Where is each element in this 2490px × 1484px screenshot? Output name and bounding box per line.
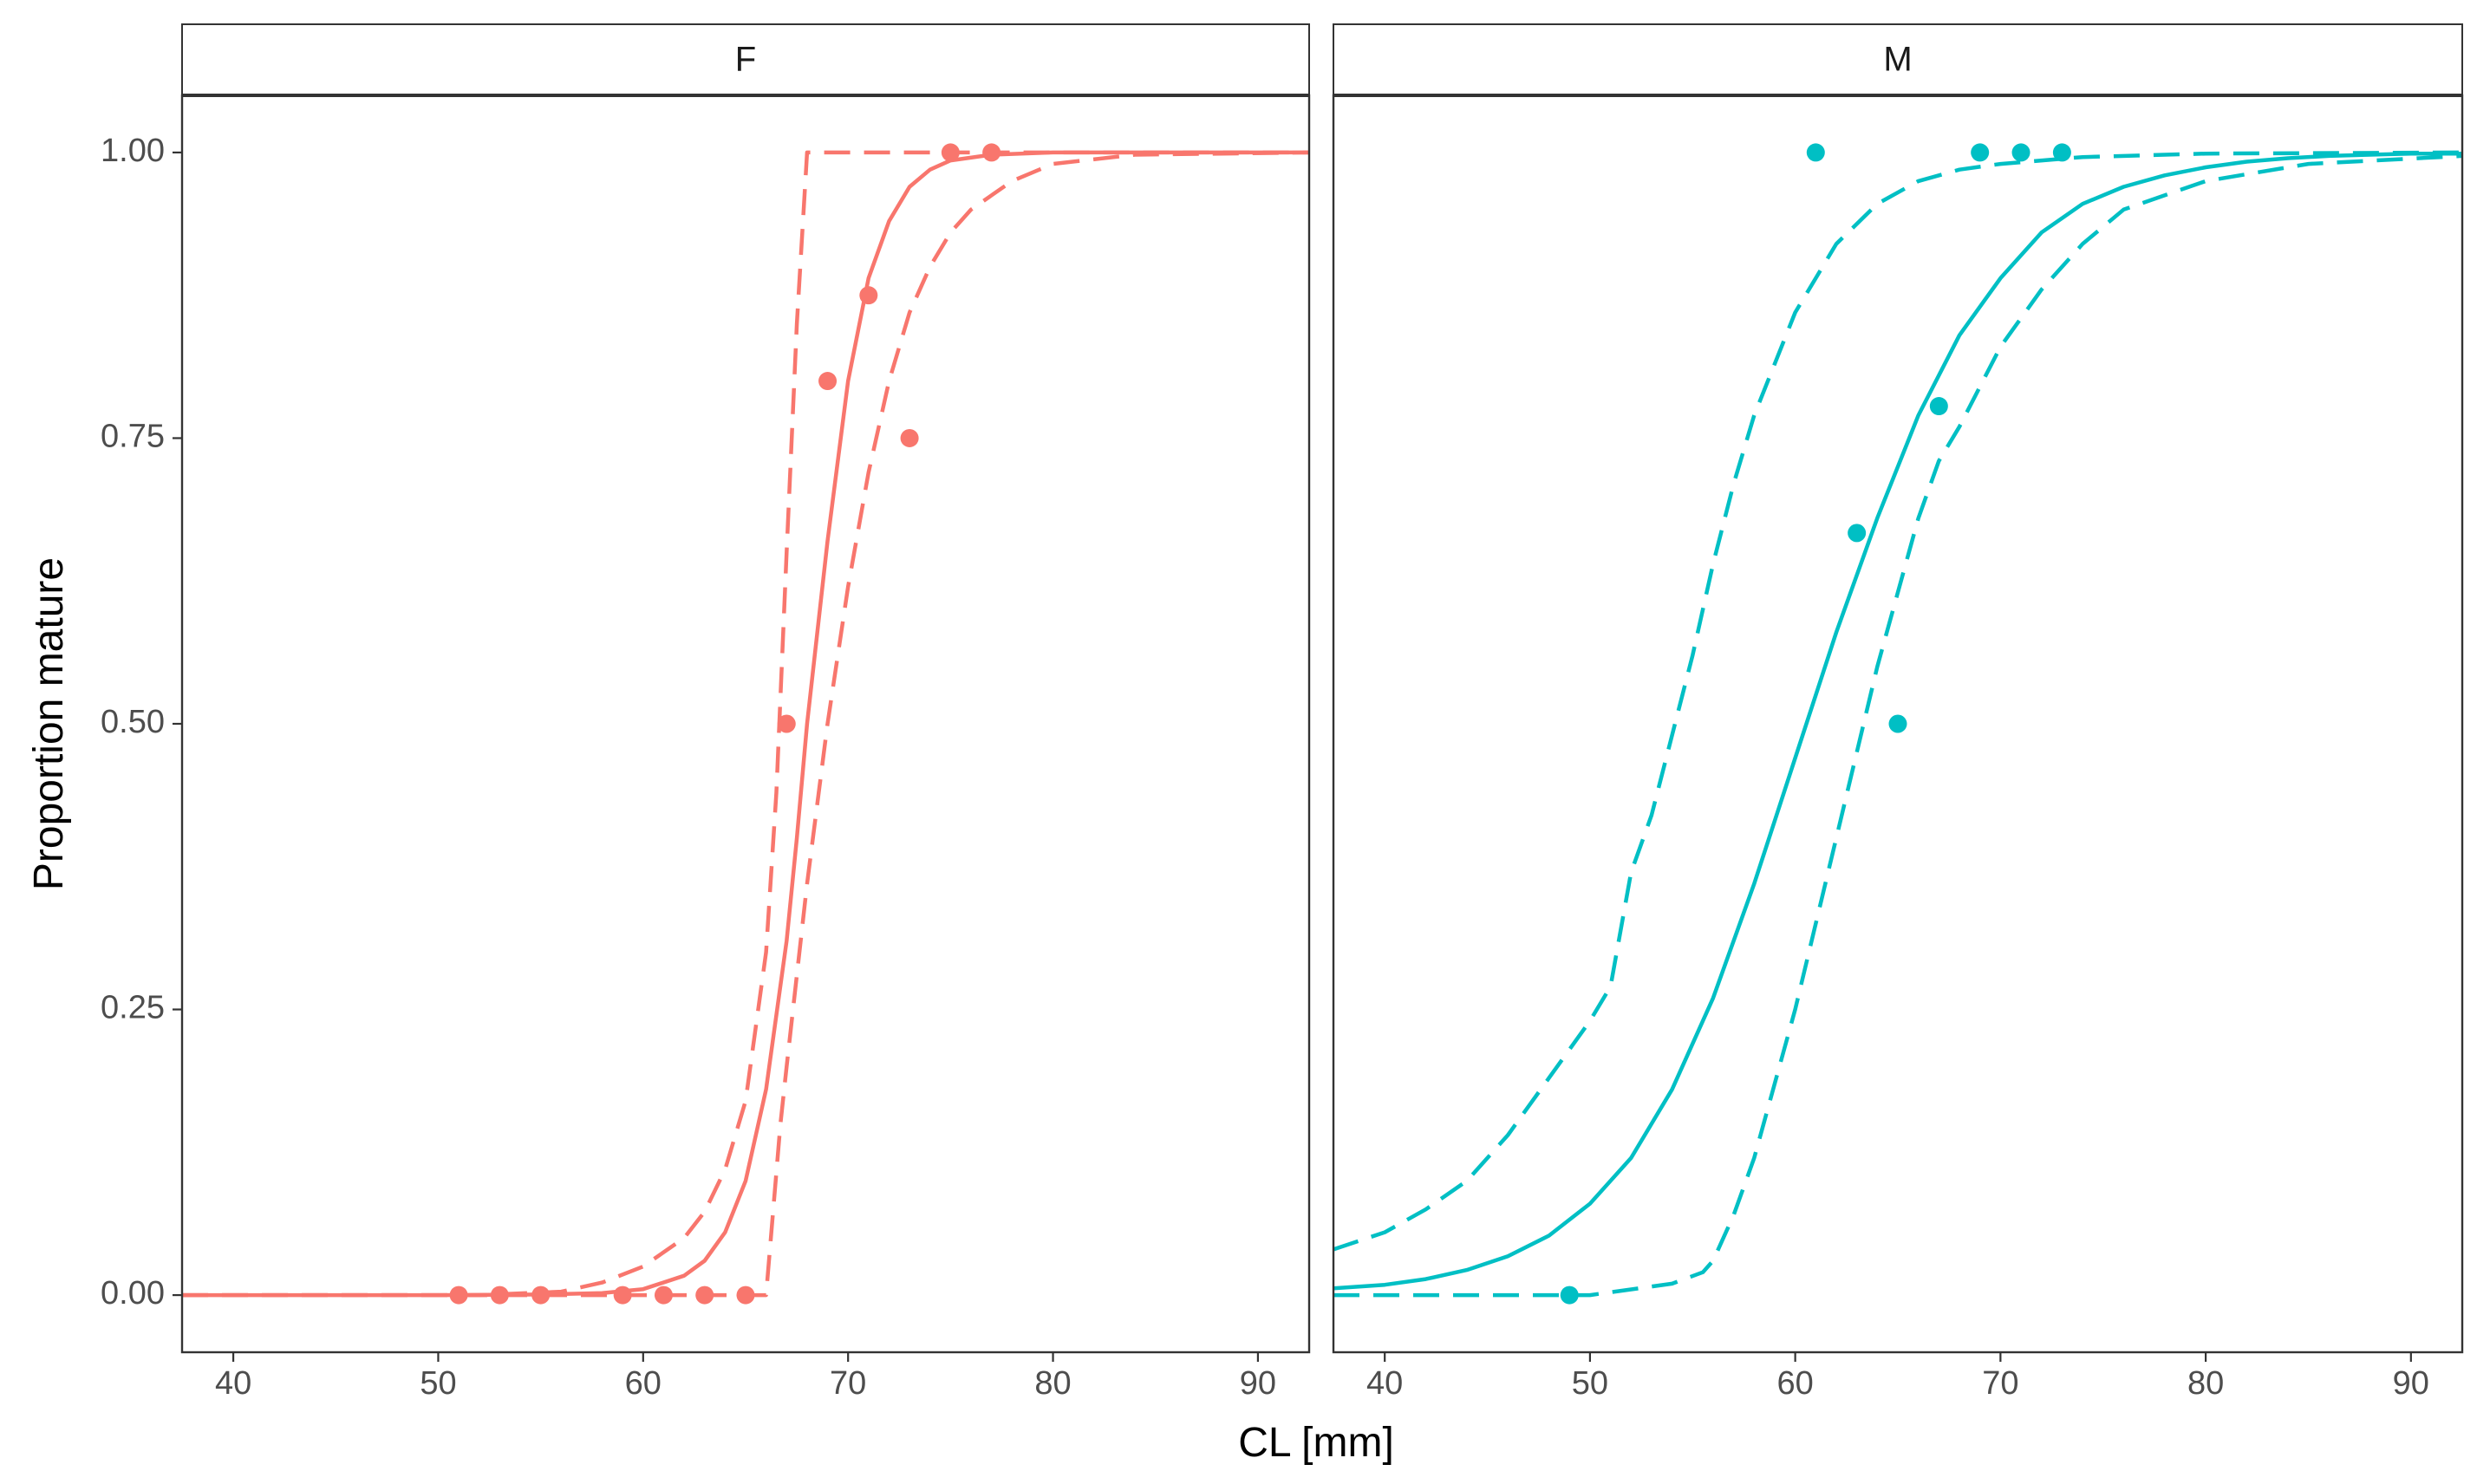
x-tick-label: 90 — [1240, 1365, 1276, 1402]
ci-upper-line — [182, 150, 1309, 1298]
x-tick-label: 60 — [1776, 1365, 1813, 1402]
facet-strip — [181, 23, 1310, 96]
facet-strip — [1333, 23, 2463, 96]
fitted-curve — [1333, 151, 2462, 1291]
data-point — [818, 372, 838, 391]
data-point — [2011, 143, 2030, 162]
data-point — [777, 714, 796, 733]
data-point — [941, 143, 960, 162]
data-point — [2052, 143, 2071, 162]
data-point — [900, 428, 919, 447]
data-point — [982, 143, 1001, 162]
facet-strip-label: M — [1883, 41, 1912, 79]
data-point — [736, 1285, 755, 1305]
data-point — [654, 1285, 673, 1305]
data-point — [490, 1285, 509, 1305]
x-tick-label: 60 — [625, 1365, 662, 1402]
data-point — [1888, 714, 1907, 733]
ci-lower-line — [182, 150, 1309, 1298]
x-tick-label: 70 — [1982, 1365, 2018, 1402]
x-tick-label: 40 — [1366, 1365, 1403, 1402]
y-axis-title: Proportion mature — [26, 557, 72, 890]
data-point — [531, 1285, 551, 1305]
data-point — [859, 286, 878, 305]
data-point — [613, 1285, 632, 1305]
x-tick-label: 90 — [2393, 1365, 2429, 1402]
data-point — [1806, 143, 1825, 162]
panel-border — [180, 94, 1311, 1354]
x-tick-label: 40 — [215, 1365, 251, 1402]
y-tick-label: 0.75 — [101, 418, 165, 454]
data-point — [1560, 1285, 1579, 1305]
x-axis-title: CL [mm] — [1238, 1420, 1394, 1466]
data-point — [695, 1285, 714, 1305]
ci-lower-line — [1333, 153, 2462, 1298]
panel-m — [1333, 143, 2462, 1305]
facet-panels: F 40 50 60 70 80 90 0.00 0.25 0.50 0.75 1.00 M 40 50 60… — [101, 23, 2464, 1402]
data-point — [1929, 397, 1948, 416]
y-tick-label: 1.00 — [101, 133, 165, 169]
fitted-curve — [182, 150, 1309, 1298]
data-point — [1848, 524, 1867, 543]
y-tick-label: 0.25 — [101, 990, 165, 1026]
data-point — [1971, 143, 1990, 162]
facet-strip-label: F — [735, 41, 756, 79]
y-tick-label: 0.00 — [101, 1275, 165, 1312]
x-tick-label: 50 — [1572, 1365, 1608, 1402]
panel-f — [182, 143, 1309, 1305]
x-tick-label: 80 — [1034, 1365, 1071, 1402]
data-point — [449, 1285, 468, 1305]
x-tick-label: 70 — [830, 1365, 866, 1402]
ci-upper-line — [1333, 150, 2462, 1252]
x-tick-label: 80 — [2187, 1365, 2224, 1402]
x-tick-label: 50 — [420, 1365, 456, 1402]
y-tick-label: 0.50 — [101, 704, 165, 740]
